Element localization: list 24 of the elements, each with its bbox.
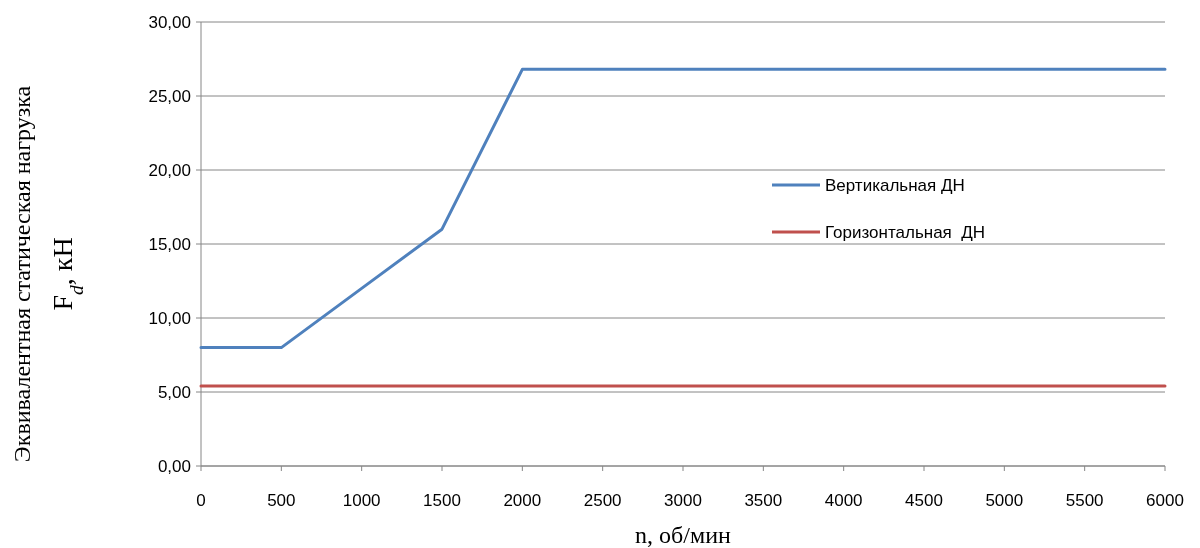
x-tick-label: 3000 — [664, 491, 702, 510]
x-tick-label: 1500 — [423, 491, 461, 510]
y-tick-label: 20,00 — [148, 161, 191, 180]
y-tick-label: 25,00 — [148, 87, 191, 106]
x-tick-label: 5500 — [1065, 491, 1104, 510]
x-axis-title: n, об/мин — [635, 522, 732, 548]
legend-label: Вертикальная ДН — [825, 176, 965, 195]
x-tick-label: 4500 — [905, 491, 943, 510]
x-tick-label: 1000 — [342, 491, 381, 510]
x-tick-label: 0 — [196, 491, 206, 510]
y-tick-label: 0,00 — [157, 457, 191, 476]
x-tick-label: 2000 — [503, 491, 542, 510]
x-tick-label: 500 — [267, 491, 296, 510]
line-series — [199, 67, 1167, 350]
y-tick-label: 15,00 — [148, 235, 191, 254]
x-tick-label: 4000 — [824, 491, 863, 510]
y-tick-label: 30,00 — [148, 13, 191, 32]
x-tick-label: 6000 — [1146, 491, 1184, 510]
legend-label: Горизонтальная ДН — [825, 223, 986, 242]
x-tick-label: 5000 — [985, 491, 1024, 510]
x-tick-label: 3500 — [744, 491, 783, 510]
x-tick-label: 2500 — [583, 491, 622, 510]
y-tick-label: 5,00 — [157, 383, 191, 402]
y-tick-label: 10,00 — [148, 309, 191, 328]
